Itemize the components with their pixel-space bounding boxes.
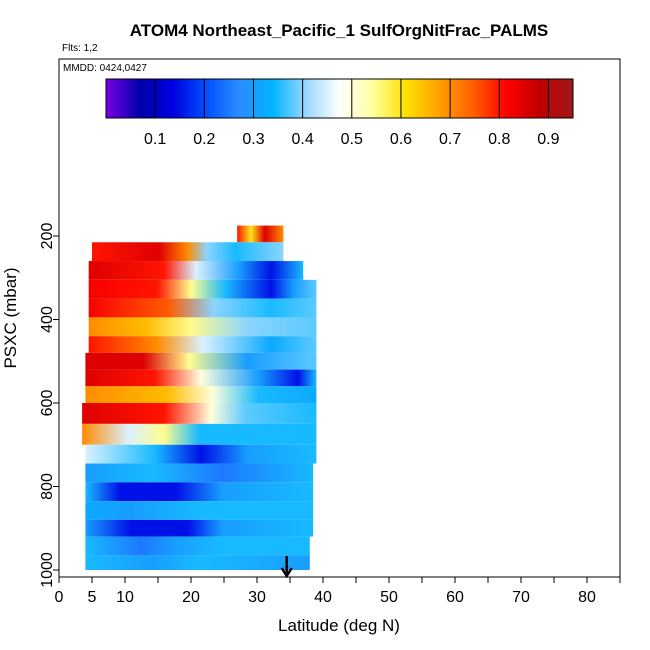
x-tick-label: 60 (446, 589, 464, 606)
heatmap-band (85, 386, 317, 403)
colorbar-gradient (105, 78, 574, 119)
dates-label: MMDD: 0424,0427 (63, 63, 147, 74)
y-tick-label: 600 (39, 390, 56, 417)
heatmap-band (88, 279, 317, 299)
arrow-head (280, 567, 293, 579)
y-axis: 200 400 600 800 1000 (39, 223, 59, 588)
latitude-arrow (280, 556, 293, 579)
heatmap-band (85, 444, 317, 464)
colorbar-tick-label: 0.8 (488, 131, 510, 148)
colorbar-ticks: 0.1 0.2 0.3 0.4 0.5 0.6 0.7 0.8 0.9 (144, 79, 560, 148)
colorbar-tick-label: 0.7 (439, 131, 461, 148)
colorbar-tick-label: 0.1 (144, 131, 166, 148)
y-axis-label: PSXC (mbar) (1, 267, 20, 368)
heatmap-band (88, 261, 304, 280)
heatmap-band (85, 482, 314, 502)
heatmap-band (82, 423, 317, 445)
x-tick-label: 10 (116, 589, 134, 606)
heatmap-band (92, 242, 284, 262)
heatmap-band (85, 369, 317, 387)
flights-label: Flts: 1,2 (62, 43, 98, 54)
colorbar-tick-label: 0.4 (292, 131, 314, 148)
heatmap-band (82, 403, 317, 424)
chart-title: ATOM4 Northeast_Pacific_1 SulfOrgNitFrac… (130, 21, 549, 40)
heatmap-band (85, 463, 314, 483)
x-axis: 0 5 10 20 30 40 50 60 70 80 (55, 577, 621, 606)
heatmap-band (85, 501, 314, 520)
x-tick-label: 80 (578, 589, 596, 606)
heatmap-bands (82, 225, 317, 570)
colorbar-tick-label: 0.2 (193, 131, 215, 148)
x-tick-label: 30 (248, 589, 266, 606)
heatmap-band (88, 298, 317, 318)
heatmap-band (85, 555, 310, 570)
heatmap-band (88, 317, 317, 337)
x-axis-label: Latitude (deg N) (278, 616, 400, 635)
colorbar: 0.1 0.2 0.3 0.4 0.5 0.6 0.7 0.8 0.9 (105, 78, 574, 148)
heatmap-band (88, 336, 317, 353)
heatmap-band (85, 352, 317, 370)
heatmap-band (85, 519, 314, 537)
x-tick-label: 5 (88, 589, 97, 606)
y-tick-label: 800 (39, 473, 56, 500)
plot-frame (58, 58, 621, 578)
colorbar-tick-label: 0.5 (341, 131, 363, 148)
heatmap-band (85, 536, 310, 556)
y-tick-label: 200 (39, 223, 56, 250)
colorbar-tick-label: 0.3 (242, 131, 264, 148)
x-tick-label: 20 (182, 589, 200, 606)
y-tick-label: 400 (39, 306, 56, 333)
colorbar-tick-label: 0.6 (390, 131, 412, 148)
x-tick-label: 40 (314, 589, 332, 606)
x-tick-label: 70 (512, 589, 530, 606)
x-tick-label: 0 (55, 589, 64, 606)
heatmap-band (237, 225, 284, 243)
colorbar-tick-label: 0.9 (537, 131, 559, 148)
y-tick-label: 1000 (39, 552, 56, 588)
x-tick-label: 50 (380, 589, 398, 606)
